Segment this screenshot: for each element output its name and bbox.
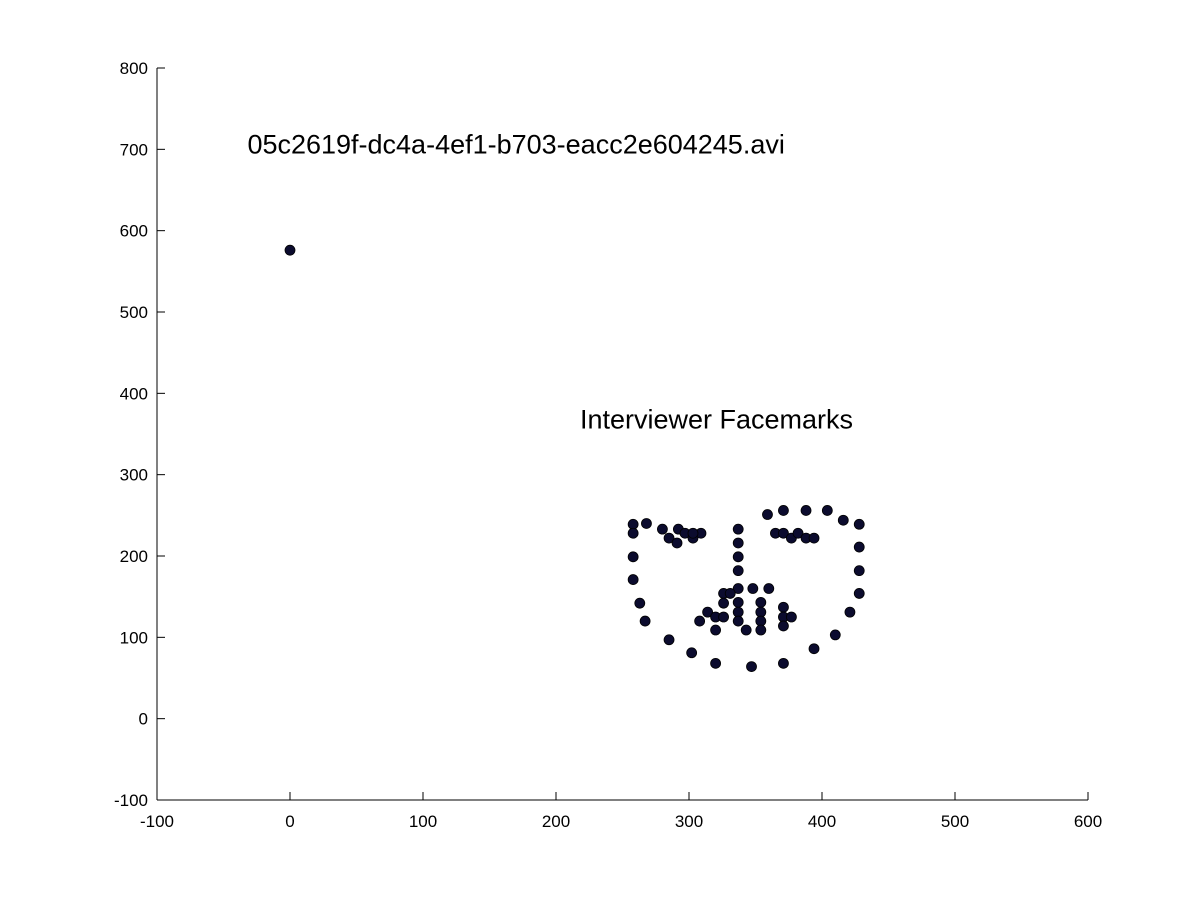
x-tick-label: 100: [409, 812, 437, 831]
data-points: [284, 244, 865, 673]
facemark-point: [663, 634, 675, 646]
facemark-point: [639, 615, 651, 627]
facemark-point: [853, 541, 865, 553]
y-tick-label: 800: [120, 59, 148, 78]
facemark-point: [732, 551, 744, 563]
facemark-point: [755, 624, 767, 636]
facemark-point: [694, 615, 706, 627]
x-tick-label: 400: [808, 812, 836, 831]
y-tick-label: 700: [120, 140, 148, 159]
y-tick-label: -100: [114, 791, 148, 810]
y-tick-label: 600: [120, 222, 148, 241]
x-tick-label: 600: [1074, 812, 1102, 831]
facemark-point: [718, 611, 729, 623]
facemark-point: [746, 661, 757, 673]
facemark-point: [800, 505, 812, 516]
facemark-point: [718, 597, 729, 609]
facemark-point: [724, 588, 736, 599]
facemark-point: [755, 606, 767, 618]
facemark-point: [778, 657, 789, 669]
facemark-point: [284, 244, 296, 256]
facemark-point: [702, 606, 714, 618]
annotation-text: 05c2619f-dc4a-4ef1-b703-eacc2e604245.avi: [247, 129, 784, 159]
facemark-point: [732, 596, 744, 608]
facemark-point: [844, 606, 856, 618]
annotations: 05c2619f-dc4a-4ef1-b703-eacc2e604245.avi…: [247, 129, 853, 434]
facemark-point: [657, 523, 668, 535]
y-tick-label: 0: [139, 710, 148, 729]
facemark-point: [755, 596, 767, 608]
x-tick-label: 200: [542, 812, 570, 831]
facemark-point: [853, 565, 865, 577]
facemark-point: [732, 565, 744, 577]
facemark-point: [740, 624, 752, 636]
facemark-point: [686, 647, 698, 659]
x-tick-label: 500: [941, 812, 969, 831]
facemark-point: [687, 527, 699, 539]
facemark-point: [747, 583, 759, 594]
facemark-point: [829, 629, 841, 641]
facemark-point: [792, 527, 804, 539]
facemark-point: [853, 518, 865, 530]
annotation-text: Interviewer Facemarks: [580, 404, 853, 434]
y-tick-label: 300: [120, 466, 148, 485]
facemark-point: [786, 611, 797, 623]
facemark-point: [763, 583, 775, 594]
facemark-point: [671, 537, 683, 549]
facemark-point: [634, 597, 646, 609]
y-tick-label: 100: [120, 628, 148, 647]
y-tick-label: 200: [120, 547, 148, 566]
facemark-point: [710, 657, 721, 669]
facemark-point: [821, 505, 833, 516]
y-tick-label: 500: [120, 303, 148, 322]
facemark-point: [778, 620, 789, 632]
facemark-point: [778, 527, 789, 539]
facemark-point: [732, 615, 744, 627]
facemark-point: [853, 588, 865, 599]
facemark-point: [627, 574, 639, 585]
facemark-point: [627, 527, 639, 539]
facemark-point: [732, 523, 744, 535]
facemark-point: [732, 606, 744, 618]
facemark-point: [778, 505, 789, 516]
y-tick-label: 400: [120, 384, 148, 403]
facemark-point: [641, 518, 652, 529]
facemark-point: [762, 509, 773, 520]
facemark-point: [808, 643, 820, 655]
axes: -100 0 100 200 300 400 500 600 700 800 -100 0 100 200…: [114, 59, 1102, 831]
facemark-point: [732, 537, 744, 549]
facemark-point: [710, 624, 721, 636]
x-tick-label: 0: [285, 812, 294, 831]
facemark-point: [808, 532, 820, 544]
facemark-point: [627, 518, 639, 530]
facemark-point: [837, 514, 849, 526]
facemark-point: [732, 583, 744, 594]
facemark-point: [755, 615, 767, 627]
facemark-point: [778, 601, 789, 613]
x-tick-label: 300: [675, 812, 703, 831]
x-tick-label: -100: [140, 812, 174, 831]
facemark-point: [663, 532, 675, 544]
facemark-point: [627, 551, 639, 563]
